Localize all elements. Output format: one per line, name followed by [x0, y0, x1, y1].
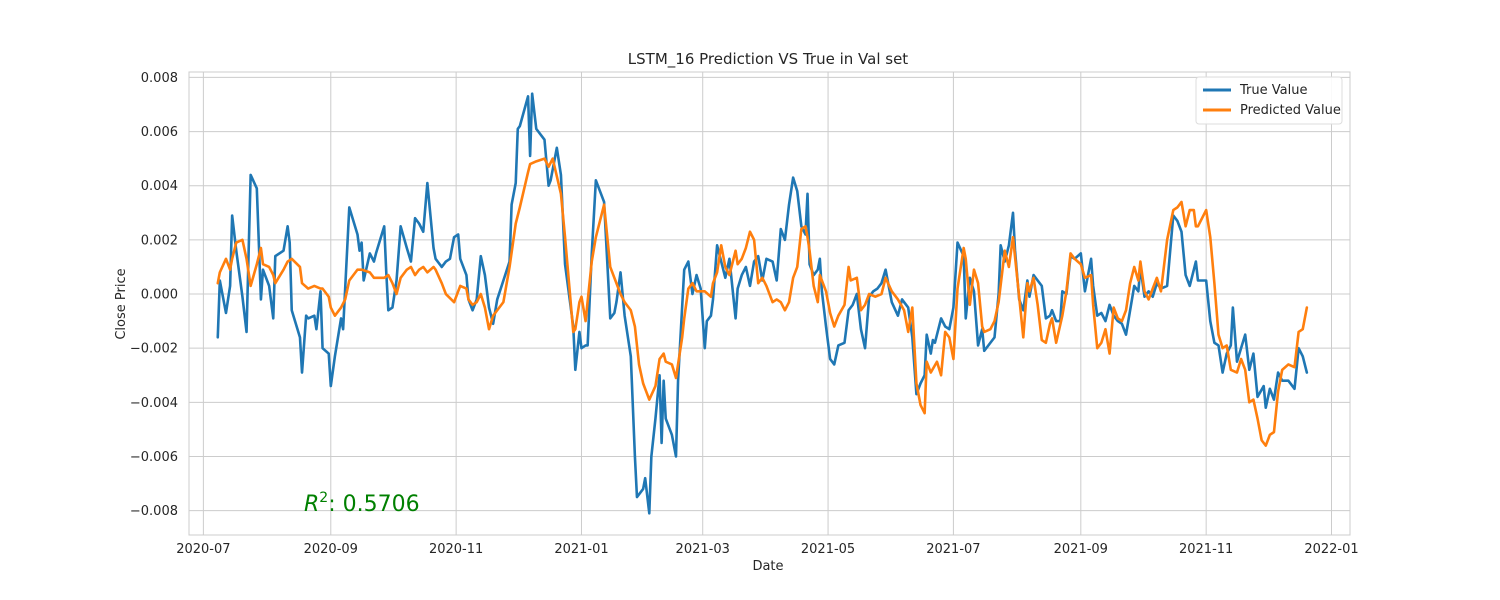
plot-area	[189, 72, 1350, 535]
x-axis-label: Date	[752, 559, 783, 574]
r-squared-superscript: 2	[319, 490, 328, 506]
y-axis-ticks: −0.008 −0.006 −0.004 −0.002 0.000 0.002 0.004 0…	[130, 71, 178, 519]
series-layer	[216, 92, 1309, 515]
series-line-predicted-value	[216, 157, 1309, 447]
x-tick-label: 2022-01	[1304, 542, 1358, 557]
series-line-true-value	[216, 92, 1309, 515]
x-axis-ticks: 2020-07 2020-09 2020-11 2021-01 2021-03 2021-…	[176, 542, 1358, 557]
x-tick-label: 2021-09	[1054, 542, 1108, 557]
plot-frame	[188, 71, 1351, 536]
y-tick-label: 0.008	[141, 71, 178, 86]
y-tick-label: 0.000	[141, 288, 178, 303]
x-tick-label: 2020-11	[429, 542, 483, 557]
legend: True Value Predicted Value	[1195, 76, 1343, 125]
y-tick-label: 0.006	[141, 125, 178, 140]
x-tick-label: 2020-09	[304, 542, 358, 557]
x-tick-label: 2021-01	[554, 542, 608, 557]
x-tick-label: 2021-07	[926, 542, 980, 557]
chart-title: LSTM_16 Prediction VS True in Val set	[628, 50, 909, 69]
r-squared-annotation: R2: 0.5706	[304, 490, 420, 517]
r-squared-symbol: R	[304, 492, 319, 517]
y-tick-label: −0.002	[130, 342, 178, 357]
legend-label-predicted-value: Predicted Value	[1240, 103, 1341, 118]
y-tick-label: −0.006	[130, 450, 178, 465]
x-tick-label: 2021-05	[801, 542, 855, 557]
x-tick-label: 2020-07	[176, 542, 230, 557]
y-tick-label: 0.002	[141, 233, 178, 248]
y-tick-label: 0.004	[141, 179, 178, 194]
legend-box	[1195, 76, 1343, 125]
y-tick-label: −0.004	[130, 396, 178, 411]
x-tick-label: 2021-11	[1179, 542, 1233, 557]
r-squared-value: : 0.5706	[328, 492, 419, 517]
y-tick-label: −0.008	[130, 504, 178, 519]
x-tick-label: 2021-03	[676, 542, 730, 557]
legend-label-true-value: True Value	[1239, 83, 1307, 98]
y-axis-label: Close Price	[114, 268, 129, 339]
